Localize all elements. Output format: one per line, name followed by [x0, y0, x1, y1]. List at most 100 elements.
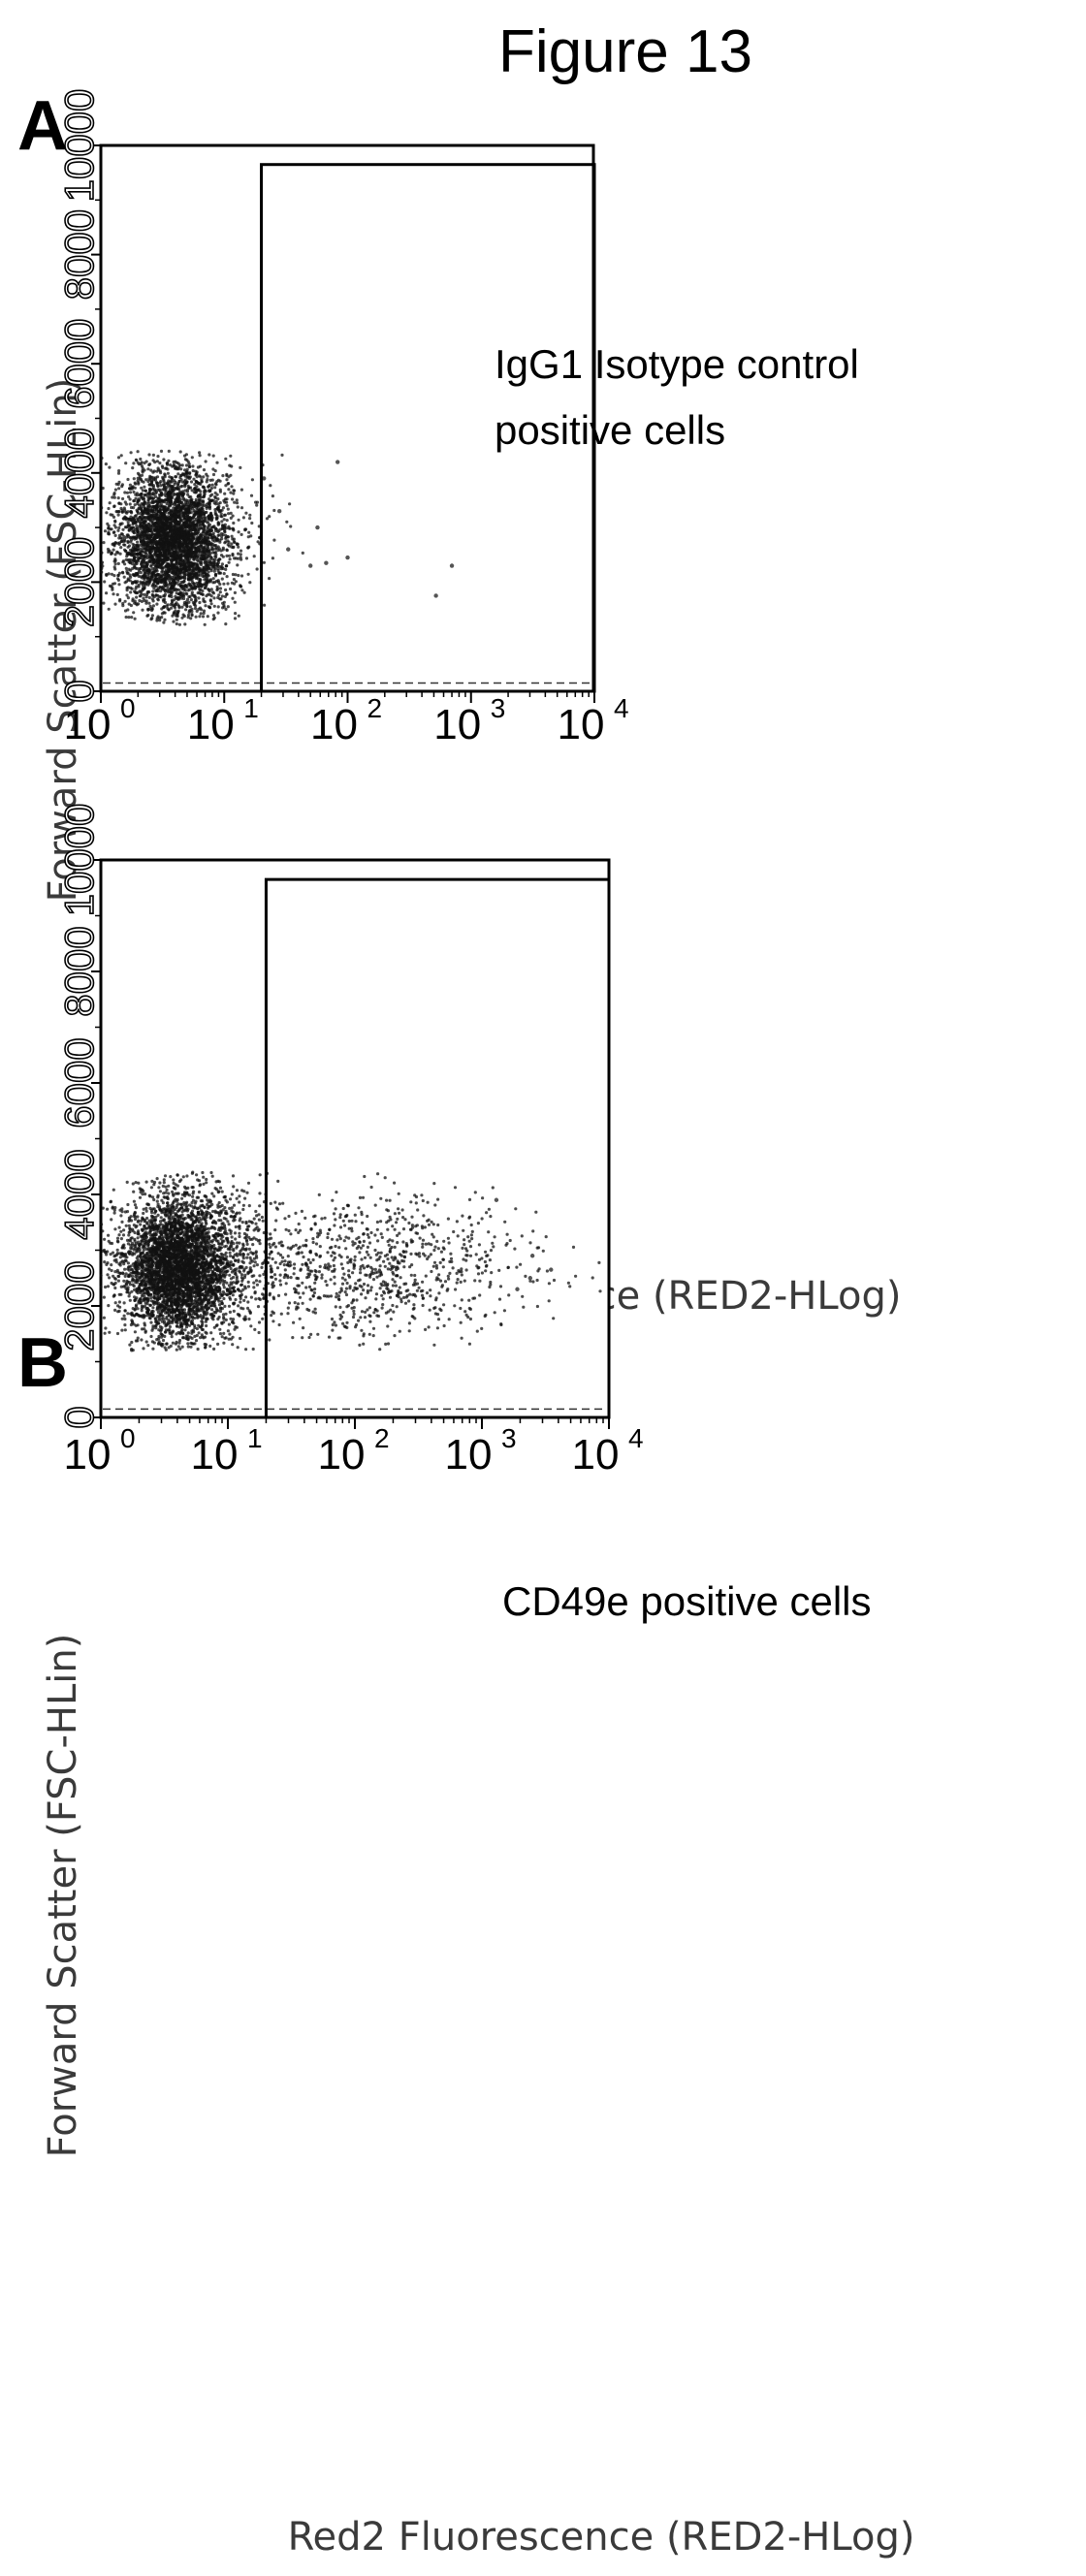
data-point [186, 507, 190, 511]
data-point [229, 511, 233, 516]
data-point [229, 491, 233, 494]
data-point [143, 525, 147, 529]
data-point [103, 529, 108, 533]
data-point [197, 1331, 201, 1335]
data-point [112, 548, 115, 552]
data-point [211, 591, 216, 595]
data-point [176, 536, 180, 540]
data-point [148, 487, 152, 491]
data-point [116, 456, 121, 460]
data-point [212, 544, 217, 548]
data-point [187, 524, 192, 528]
data-point [218, 590, 222, 594]
data-point [143, 510, 146, 514]
data-point [173, 513, 176, 518]
data-point [207, 485, 210, 489]
data-point [163, 597, 167, 602]
data-point [123, 599, 127, 603]
data-point [115, 510, 119, 514]
data-point [119, 546, 123, 550]
data-point [156, 499, 160, 503]
data-point [142, 564, 145, 568]
data-point [212, 1194, 216, 1198]
data-point [197, 503, 202, 508]
data-point [191, 1194, 195, 1198]
data-point [242, 590, 246, 594]
data-point [240, 574, 244, 578]
data-point [224, 607, 228, 612]
data-point [184, 470, 188, 474]
data-point [154, 525, 159, 529]
data-point [143, 520, 147, 524]
data-point [117, 525, 121, 530]
data-point [198, 521, 202, 525]
data-point [191, 552, 195, 556]
x-tick-exponent: 1 [243, 693, 259, 723]
data-point [220, 594, 224, 598]
data-point [197, 596, 201, 600]
data-point [139, 493, 143, 496]
data-point [205, 533, 208, 537]
data-point [140, 582, 144, 586]
data-point [172, 550, 176, 554]
data-point [108, 465, 112, 469]
data-point [175, 495, 178, 500]
data-point [218, 571, 222, 575]
data-point [140, 479, 144, 483]
data-point [136, 450, 140, 454]
data-point [185, 511, 189, 515]
data-point [105, 591, 109, 595]
data-point [218, 1332, 223, 1336]
data-point [208, 543, 212, 547]
data-point [151, 492, 155, 495]
y-tick-label: 6000 [56, 318, 102, 408]
data-point [228, 1251, 232, 1255]
data-point [265, 517, 270, 521]
data-point [141, 557, 144, 562]
data-point [192, 582, 196, 586]
data-point [126, 596, 130, 600]
data-point [222, 582, 226, 586]
data-point [144, 547, 147, 551]
data-point [228, 557, 232, 561]
data-point [131, 573, 135, 577]
data-point [143, 523, 146, 526]
data-point [201, 574, 205, 579]
data-point [214, 517, 218, 522]
data-point [186, 534, 190, 538]
data-point [232, 492, 236, 495]
data-point [128, 560, 132, 564]
data-point [163, 588, 167, 592]
data-point [220, 562, 224, 566]
data-point [180, 559, 184, 564]
data-point [130, 550, 134, 554]
data-point [155, 481, 159, 486]
data-point [208, 453, 211, 457]
data-point [140, 562, 144, 566]
data-point [190, 572, 194, 576]
data-point [249, 493, 254, 497]
data-point [180, 494, 184, 498]
data-point [194, 567, 198, 572]
data-point [174, 594, 177, 598]
data-point [151, 501, 155, 505]
data-point [218, 557, 222, 561]
data-point [161, 498, 165, 502]
data-point [237, 545, 240, 549]
data-point [199, 544, 204, 548]
data-point [207, 546, 210, 550]
data-point [216, 579, 220, 583]
data-point [250, 521, 254, 525]
data-point [235, 501, 240, 505]
data-point [212, 501, 216, 505]
data-point [166, 483, 170, 487]
data-point [179, 500, 183, 505]
data-point [110, 572, 113, 576]
data-point [127, 567, 131, 571]
data-point [113, 520, 117, 524]
data-point [113, 553, 117, 557]
data-point [218, 488, 222, 492]
data-point [134, 547, 138, 551]
data-point [155, 1199, 159, 1203]
data-point [213, 557, 217, 561]
